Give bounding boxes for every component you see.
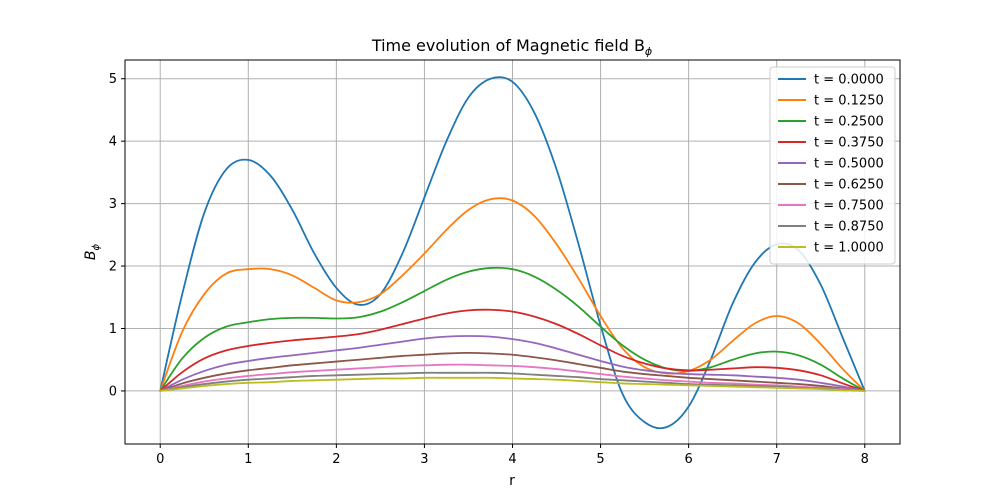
y-axis: 0 1 2 3 4 5	[109, 72, 125, 399]
series-line-8	[159, 376, 866, 392]
series-line-0	[159, 76, 866, 430]
legend-label-2: t = 0.2500	[814, 115, 884, 130]
y-tick-label: 5	[109, 72, 117, 87]
series-line-5	[159, 351, 866, 392]
series-group	[159, 76, 866, 430]
y-tick-label: 2	[109, 260, 117, 275]
legend-label-8: t = 1.0000	[814, 241, 884, 256]
legend-label-0: t = 0.0000	[814, 73, 884, 88]
legend-label-6: t = 0.7500	[814, 199, 884, 214]
x-tick-label: 8	[861, 452, 869, 467]
legend-label-4: t = 0.5000	[814, 157, 884, 172]
x-tick-label: 1	[244, 452, 252, 467]
series-line-4	[159, 335, 866, 392]
y-tick-label: 0	[109, 384, 117, 399]
x-tick-label: 2	[332, 452, 340, 467]
y-axis-label: Bϕ	[83, 244, 102, 261]
x-tick-label: 5	[596, 452, 604, 467]
y-tick-label: 4	[109, 135, 117, 150]
x-axis: 0 1 2 3 4 5 6 7 8	[156, 444, 869, 467]
legend-label-3: t = 0.3750	[814, 136, 884, 151]
y-tick-label: 1	[109, 322, 117, 337]
series-line-3	[159, 308, 866, 392]
series-line-7	[159, 371, 866, 392]
x-tick-label: 6	[684, 452, 692, 467]
x-tick-label: 0	[156, 452, 164, 467]
series-line-2	[159, 266, 866, 392]
series-line-6	[159, 363, 866, 392]
x-tick-label: 7	[773, 452, 781, 467]
legend: t = 0.0000 t = 0.1250 t = 0.2500 t = 0.3750…	[769, 66, 896, 265]
x-axis-label: r	[509, 473, 515, 489]
series-line-1	[159, 197, 866, 392]
x-tick-label: 4	[508, 452, 516, 467]
chart-title: Time evolution of Magnetic field Bϕ	[371, 36, 652, 58]
legend-box	[769, 66, 896, 265]
x-tick-label: 3	[420, 452, 428, 467]
legend-label-7: t = 0.8750	[814, 220, 884, 235]
legend-label-5: t = 0.6250	[814, 178, 884, 193]
legend-label-1: t = 0.1250	[814, 94, 884, 109]
y-tick-label: 3	[109, 197, 117, 212]
